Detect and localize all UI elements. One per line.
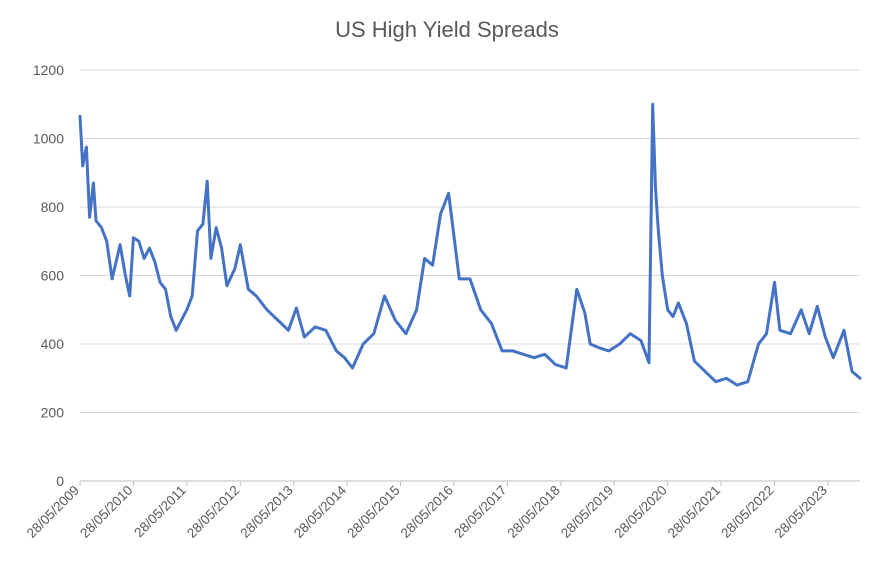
x-tick-label: 28/05/2019 xyxy=(558,483,616,541)
y-tick-label: 1200 xyxy=(33,62,64,78)
x-tick-label: 28/05/2017 xyxy=(451,483,509,541)
x-tick-label: 28/05/2016 xyxy=(398,483,456,541)
x-tick-label: 28/05/2013 xyxy=(237,483,295,541)
x-tick-label: 28/05/2014 xyxy=(291,482,350,541)
y-tick-label: 600 xyxy=(41,268,65,284)
y-axis-ticks: 0 200 400 600 800 1000 1200 xyxy=(33,62,64,489)
x-tick-label: 28/05/2020 xyxy=(611,483,669,541)
x-tick-label: 28/05/2022 xyxy=(718,483,776,541)
y-tick-label: 0 xyxy=(56,473,64,489)
x-tick-label: 28/05/2015 xyxy=(344,483,402,541)
x-tick-label: 28/05/2011 xyxy=(131,483,189,541)
x-tick-label: 28/05/2009 xyxy=(24,483,82,541)
y-tick-label: 200 xyxy=(41,405,65,421)
x-tick-label: 28/05/2010 xyxy=(77,483,135,541)
x-tick-label: 28/05/2023 xyxy=(772,483,830,541)
grid-lines xyxy=(80,69,860,413)
series-line-us-high-yield xyxy=(78,102,862,387)
x-axis-ticks: 28/05/200928/05/201028/05/201128/05/2012… xyxy=(24,481,830,541)
chart-title: US High Yield Spreads xyxy=(335,17,559,42)
y-tick-label: 1000 xyxy=(33,131,64,147)
y-tick-label: 400 xyxy=(41,336,65,352)
x-tick-label: 28/05/2021 xyxy=(665,483,723,541)
x-tick-label: 28/05/2018 xyxy=(505,483,563,541)
x-tick-label: 28/05/2012 xyxy=(184,483,242,541)
y-tick-label: 800 xyxy=(41,199,65,215)
